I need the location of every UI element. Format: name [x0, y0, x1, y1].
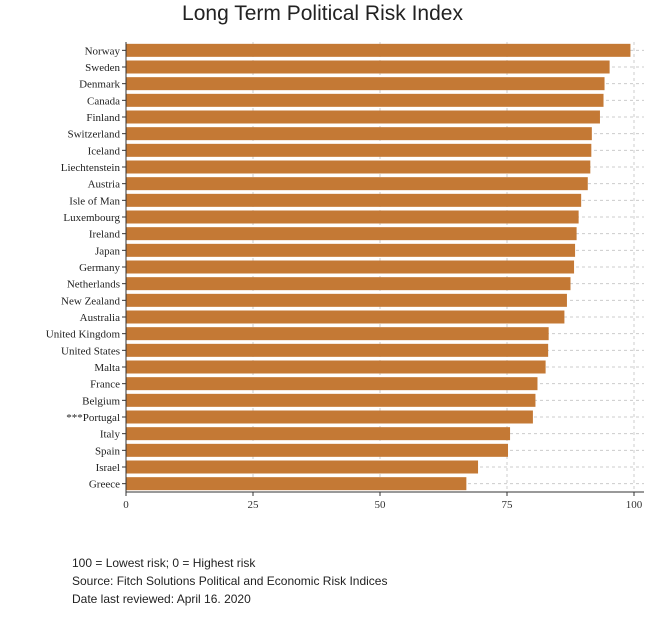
x-tick-label: 25	[248, 499, 260, 511]
bar	[126, 243, 576, 257]
axes	[122, 42, 644, 496]
category-label: Norway	[85, 45, 121, 57]
bar	[126, 160, 591, 174]
bar	[126, 277, 571, 291]
bar	[126, 143, 592, 157]
bar	[126, 410, 533, 424]
x-tick-label: 50	[375, 499, 387, 511]
footnote-scale: 100 = Lowest risk; 0 = Highest risk	[72, 556, 256, 570]
bar	[126, 310, 565, 324]
category-labels: Norway Sweden Denmark Canada Finland Switzerl…	[46, 45, 121, 490]
x-tick-labels: 0 25 50 75 100	[123, 499, 643, 511]
category-label: Isle of Man	[69, 195, 120, 207]
bars	[126, 43, 631, 491]
bar	[126, 210, 579, 224]
bar	[126, 343, 549, 357]
bar	[126, 77, 605, 91]
category-label: Canada	[87, 95, 120, 107]
category-label: ***Portugal	[66, 412, 120, 424]
category-label: Netherlands	[67, 279, 120, 291]
category-label: Luxembourg	[63, 212, 120, 224]
x-tick-label: 75	[502, 499, 514, 511]
category-label: France	[90, 379, 120, 391]
bar	[126, 193, 582, 207]
category-label: Switzerland	[67, 129, 120, 141]
bar	[126, 327, 549, 341]
bar	[126, 393, 536, 407]
category-label: United States	[61, 345, 120, 357]
bar	[126, 477, 467, 491]
bar	[126, 377, 538, 391]
bar	[126, 443, 509, 457]
bar	[126, 177, 588, 191]
category-label: Germany	[79, 262, 120, 274]
category-label: Iceland	[88, 145, 121, 157]
footnotes: 100 = Lowest risk; 0 = Highest risk Sour…	[72, 554, 387, 608]
category-label: Austria	[88, 179, 121, 191]
category-label: New Zealand	[61, 295, 120, 307]
bar	[126, 127, 592, 141]
x-tick-label: 100	[626, 499, 643, 511]
bar	[126, 293, 567, 307]
bar	[126, 93, 604, 107]
x-tick-label: 0	[123, 499, 129, 511]
bar	[126, 360, 546, 374]
footnote-source: Source: Fitch Solutions Political and Ec…	[72, 574, 388, 588]
category-label: Sweden	[85, 62, 120, 74]
bar	[126, 460, 479, 474]
category-label: United Kingdom	[46, 329, 121, 341]
category-label: Spain	[95, 445, 121, 457]
category-label: Liechtenstein	[61, 162, 121, 174]
category-label: Finland	[86, 112, 120, 124]
category-label: Japan	[95, 245, 121, 257]
category-label: Denmark	[79, 79, 120, 91]
bar-chart: Norway Sweden Denmark Canada Finland Switzerl…	[46, 42, 644, 511]
bar	[126, 227, 577, 241]
bar	[126, 260, 575, 274]
category-label: Belgium	[82, 395, 120, 407]
category-label: Australia	[80, 312, 120, 324]
category-label: Greece	[89, 479, 120, 491]
footnote-date: Date last reviewed: April 16. 2020	[72, 592, 251, 606]
bar	[126, 110, 600, 124]
category-label: Malta	[94, 362, 120, 374]
category-label: Italy	[100, 429, 121, 441]
bar	[126, 43, 631, 57]
bar	[126, 427, 511, 441]
bar	[126, 60, 610, 74]
category-label: Ireland	[89, 229, 121, 241]
chart-title: Long Term Political Risk Index	[182, 2, 463, 25]
category-label: Israel	[96, 462, 120, 474]
